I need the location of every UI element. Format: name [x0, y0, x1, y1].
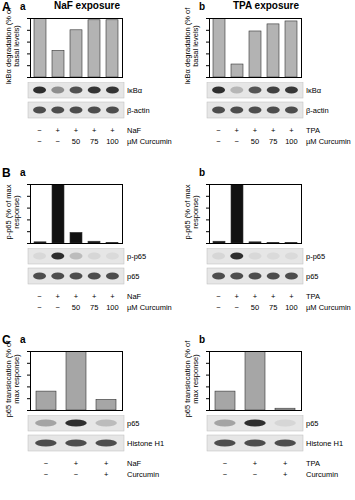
svg-text:µM Curcumin: µM Curcumin: [306, 303, 351, 312]
svg-text:+: +: [235, 126, 240, 135]
svg-text:Histone H1: Histone H1: [127, 439, 164, 448]
svg-text:−: −: [56, 137, 61, 146]
svg-text:−: −: [253, 470, 258, 479]
svg-text:+: +: [271, 126, 276, 135]
svg-text:50: 50: [251, 303, 259, 312]
svg-text:µM Curcumin: µM Curcumin: [127, 137, 172, 146]
svg-text:p65: p65: [306, 419, 319, 428]
svg-text:NaF: NaF: [127, 459, 142, 468]
html-text:a: a: [20, 334, 26, 345]
svg-text:TPA: TPA: [306, 126, 320, 135]
svg-text:+: +: [253, 459, 258, 468]
svg-text:+: +: [104, 470, 109, 479]
svg-text:µM Curcumin: µM Curcumin: [306, 137, 351, 146]
svg-text:−: −: [56, 303, 61, 312]
svg-text:p-p65: p-p65: [127, 252, 146, 261]
html-text:a: a: [20, 1, 26, 12]
svg-text:p65: p65: [127, 272, 140, 281]
svg-text:+: +: [74, 126, 79, 135]
svg-text:75: 75: [90, 303, 98, 312]
svg-text:100: 100: [106, 137, 119, 146]
svg-text:+: +: [283, 470, 288, 479]
svg-text:−: −: [216, 303, 221, 312]
svg-text:−: −: [216, 137, 221, 146]
svg-text:p65: p65: [127, 419, 140, 428]
svg-text:+: +: [283, 459, 288, 468]
svg-text:100: 100: [285, 303, 298, 312]
html-text:B: B: [2, 166, 11, 180]
svg-text:−: −: [37, 126, 42, 135]
html-text:NaF exposure: NaF exposure: [53, 0, 121, 11]
svg-text:75: 75: [269, 137, 277, 146]
svg-text:100: 100: [285, 137, 298, 146]
svg-text:−: −: [216, 126, 221, 135]
svg-text:+: +: [56, 292, 61, 301]
svg-text:+: +: [92, 126, 97, 135]
svg-text:+: +: [110, 292, 115, 301]
svg-text:TPA: TPA: [306, 292, 320, 301]
svg-text:50: 50: [72, 137, 80, 146]
html-text:p65 translocation (% of max re: p65 translocation (% of max response): [182, 340, 200, 418]
svg-text:IκBα: IκBα: [127, 86, 143, 95]
svg-text:50: 50: [251, 137, 259, 146]
html-text:p65 translocation (% of max re: p65 translocation (% of max response): [3, 340, 21, 418]
html-text:IκBα degradation (% of basal l: IκBα degradation (% of basal levels): [3, 7, 21, 85]
svg-text:−: −: [223, 459, 228, 468]
svg-text:+: +: [110, 126, 115, 135]
svg-text:−: −: [37, 137, 42, 146]
html-text:A: A: [2, 0, 11, 14]
svg-text:−: −: [223, 470, 228, 479]
html-text:b: b: [199, 334, 206, 345]
svg-text:50: 50: [72, 303, 80, 312]
svg-text:+: +: [253, 292, 258, 301]
svg-text:75: 75: [269, 303, 277, 312]
svg-text:+: +: [74, 459, 79, 468]
svg-text:+: +: [104, 459, 109, 468]
html-text:b: b: [199, 167, 206, 178]
svg-text:−: −: [74, 470, 79, 479]
svg-text:100: 100: [106, 303, 119, 312]
svg-text:Curcumin: Curcumin: [127, 470, 159, 479]
svg-text:+: +: [289, 126, 294, 135]
svg-text:−: −: [37, 292, 42, 301]
svg-text:Histone H1: Histone H1: [306, 439, 343, 448]
svg-text:β-actin: β-actin: [127, 106, 150, 115]
svg-text:−: −: [37, 303, 42, 312]
svg-text:Curcumin: Curcumin: [306, 470, 338, 479]
svg-text:+: +: [92, 292, 97, 301]
svg-text:−: −: [44, 470, 49, 479]
svg-text:+: +: [271, 292, 276, 301]
html-text:p-p65 (% of max response): p-p65 (% of max response): [182, 184, 200, 240]
svg-text:75: 75: [90, 137, 98, 146]
svg-text:β-actin: β-actin: [306, 106, 329, 115]
svg-text:p65: p65: [306, 272, 319, 281]
svg-text:+: +: [74, 292, 79, 301]
svg-text:µM Curcumin: µM Curcumin: [127, 303, 172, 312]
svg-text:−: −: [216, 292, 221, 301]
html-text:IκBα degradation (% of basal l: IκBα degradation (% of basal levels): [182, 7, 200, 85]
svg-text:−: −: [235, 137, 240, 146]
svg-text:+: +: [253, 126, 258, 135]
svg-text:+: +: [289, 292, 294, 301]
svg-text:−: −: [44, 459, 49, 468]
html-text:p-p65 (% of max response): p-p65 (% of max response): [3, 184, 21, 240]
svg-text:+: +: [235, 292, 240, 301]
svg-text:TPA: TPA: [306, 459, 320, 468]
html-text:TPA exposure: TPA exposure: [232, 0, 300, 11]
svg-text:+: +: [56, 126, 61, 135]
svg-text:IκBα: IκBα: [306, 86, 322, 95]
html-text:b: b: [199, 1, 206, 12]
svg-text:NaF: NaF: [127, 126, 142, 135]
svg-text:−: −: [235, 303, 240, 312]
html-text:C: C: [2, 333, 11, 347]
svg-text:NaF: NaF: [127, 292, 142, 301]
svg-text:p-p65: p-p65: [306, 252, 325, 261]
html-text:a: a: [20, 167, 26, 178]
